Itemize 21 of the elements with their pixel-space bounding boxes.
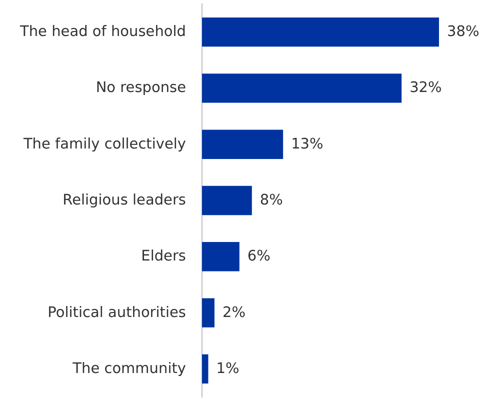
data-label: 32% [410,80,442,96]
bar [202,242,240,272]
data-label: 6% [247,248,270,265]
y-tick-label: No response [96,80,186,96]
bar [202,186,252,216]
data-label: 1% [216,360,240,377]
data-label: 13% [291,136,324,152]
y-tick-label: The head of household [19,24,186,40]
bar [202,17,439,47]
bar [202,298,214,328]
data-label: 38% [447,24,480,40]
bar [202,74,402,103]
data-label: 8% [260,192,283,208]
y-tick-label: The community [72,360,186,377]
y-tick-label: The family collectively [22,136,186,152]
bar [202,130,284,159]
y-tick-label: Elders [141,248,186,265]
y-tick-label: Religious leaders [62,192,186,208]
y-tick-label: Political authorities [48,304,186,321]
bar [202,354,208,384]
data-label: 2% [222,304,246,321]
